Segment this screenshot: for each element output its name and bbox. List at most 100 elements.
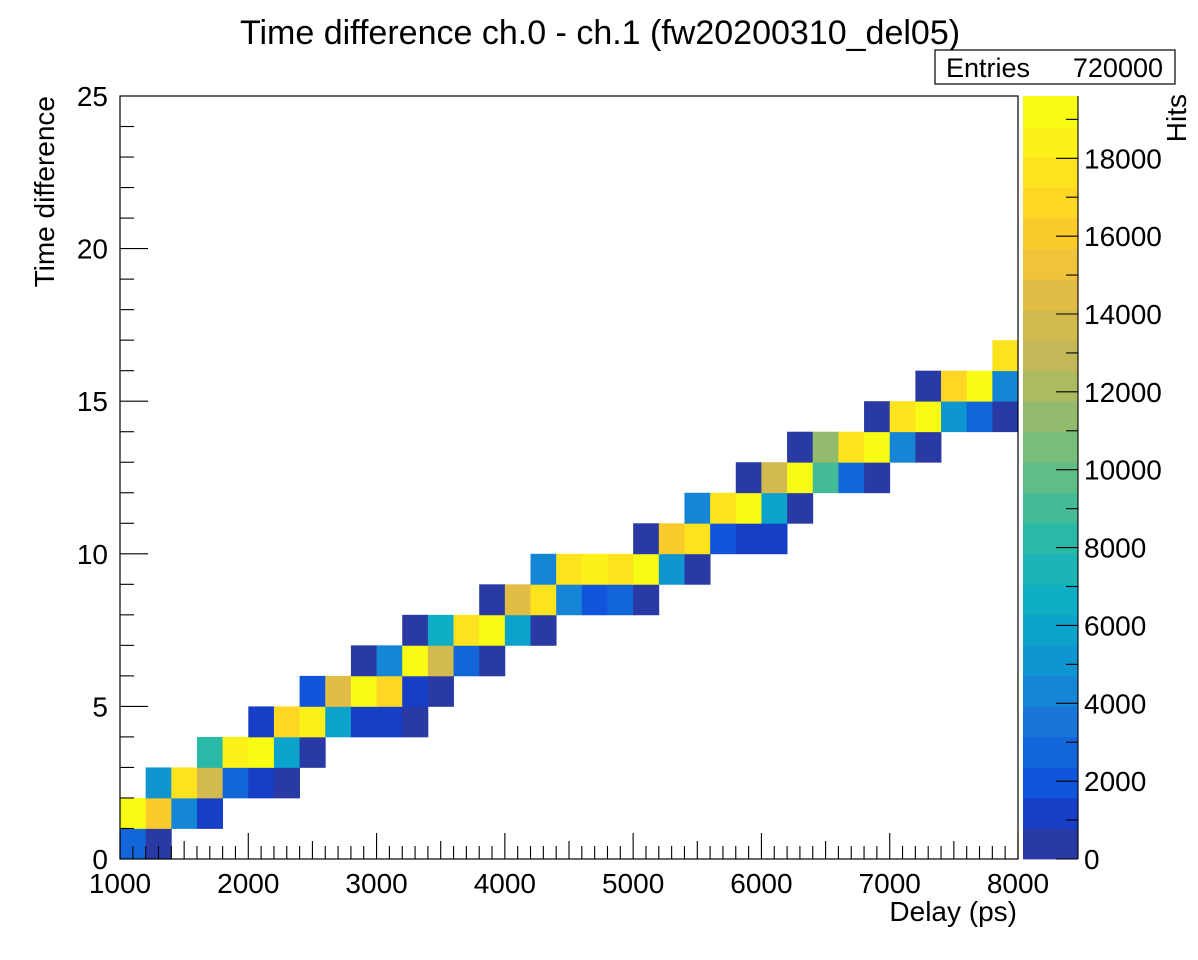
x-axis-label: Delay (ps)	[889, 896, 1017, 927]
y-tick-label: 25	[77, 81, 108, 112]
heatmap-cell	[684, 553, 711, 585]
color-scale-swatch	[1023, 523, 1078, 555]
stats-entries-value: 720000	[1073, 53, 1163, 83]
heatmap-cell	[992, 340, 1019, 372]
heatmap-cell	[787, 462, 814, 494]
color-scale-swatch	[1023, 96, 1078, 127]
heatmap-cell	[248, 767, 275, 799]
x-tick-label: 5000	[602, 868, 664, 899]
heatmap-cell	[402, 706, 429, 738]
heatmap-cell	[479, 584, 506, 616]
heatmap-cell	[761, 492, 788, 524]
heatmap-cell	[915, 370, 942, 402]
heatmap-cell	[864, 462, 891, 494]
heatmap-cell	[787, 492, 814, 524]
color-scale-swatch	[1023, 279, 1078, 311]
heatmap-cell	[479, 645, 506, 677]
color-scale-tick-label: 4000	[1084, 688, 1146, 719]
color-scale-swatch	[1023, 309, 1078, 341]
heatmap-cell	[633, 553, 660, 585]
heatmap-cell	[607, 553, 634, 585]
heatmap-cell	[299, 675, 326, 707]
stats-entries-label: Entries	[946, 53, 1030, 83]
heatmap-cells	[120, 340, 1019, 860]
heatmap-cell	[325, 675, 352, 707]
heatmap-cell	[761, 462, 788, 494]
heatmap-cell	[504, 584, 531, 616]
heatmap-cell	[376, 645, 403, 677]
color-scale-swatch	[1023, 187, 1078, 219]
heatmap-cell	[299, 706, 326, 738]
y-tick-label: 10	[77, 539, 108, 570]
stats-box: Entries 720000	[934, 49, 1176, 85]
heatmap-cell	[966, 370, 993, 402]
heatmap-cell	[864, 431, 891, 463]
y-axis: 0 5 10 15 20 25	[77, 81, 148, 875]
color-scale-tick-label: 14000	[1084, 299, 1162, 330]
heatmap-cell	[684, 492, 711, 524]
color-scale-swatch	[1023, 126, 1078, 158]
x-tick-label: 8000	[987, 868, 1049, 899]
color-scale-swatch	[1023, 675, 1078, 707]
color-scale-label: Hits	[1161, 94, 1192, 142]
heatmap-cell	[196, 736, 224, 768]
x-tick-label: 4000	[474, 868, 536, 899]
heatmap-cell	[248, 736, 275, 768]
heatmap-cell	[684, 523, 711, 555]
heatmap-cell	[658, 553, 685, 585]
heatmap-cell	[376, 675, 403, 707]
color-scale-swatch	[1023, 767, 1078, 799]
color-scale-tick-label: 18000	[1084, 143, 1162, 174]
color-scale-swatch	[1023, 614, 1078, 646]
heatmap-cell	[453, 614, 480, 646]
x-tick-label: 2000	[217, 868, 279, 899]
heatmap-cell	[966, 401, 993, 433]
heatmap-cell	[530, 584, 557, 616]
color-scale-bar: 0 2000 4000 6000 8000 10000 12000 14000 16000 180…	[1023, 96, 1162, 875]
color-scale-tick-label: 12000	[1084, 377, 1162, 408]
heatmap-cell	[915, 431, 942, 463]
heatmap-cell	[120, 797, 147, 829]
color-scale-swatch	[1023, 340, 1078, 372]
color-scale-tick-label: 0	[1084, 844, 1100, 875]
color-scale-swatch	[1023, 584, 1078, 616]
chart-title: Time difference ch.0 - ch.1 (fw20200310_…	[240, 14, 960, 52]
color-scale-swatch	[1023, 157, 1078, 188]
x-axis: 1000 2000 3000 4000 5000 6000 7000 8000	[89, 833, 1049, 899]
color-scale-swatch	[1023, 797, 1078, 829]
heatmap-cell	[787, 431, 814, 463]
y-tick-label: 15	[77, 386, 108, 417]
heatmap-cell	[735, 462, 762, 494]
y-tick-label: 0	[92, 844, 108, 875]
heatmap-cell	[992, 401, 1019, 433]
heatmap-cell	[402, 675, 429, 707]
heatmap-cell	[196, 797, 224, 829]
heatmap-cell	[710, 523, 737, 555]
heatmap-cell	[735, 523, 762, 555]
heatmap-cell	[479, 614, 506, 646]
heatmap-cell	[735, 492, 762, 524]
color-scale-swatch	[1023, 462, 1078, 494]
heatmap-cell	[504, 614, 531, 646]
color-scale-swatch	[1023, 553, 1078, 585]
x-tick-label: 3000	[345, 868, 407, 899]
heatmap-cell	[941, 370, 968, 402]
color-scale-tick-label: 10000	[1084, 455, 1162, 486]
color-scale-swatch	[1023, 248, 1078, 280]
heatmap-cell	[581, 553, 608, 585]
heatmap-cell	[889, 431, 916, 463]
heatmap-cell	[350, 706, 377, 738]
heatmap-cell	[402, 645, 429, 677]
heatmap-cell	[427, 675, 454, 707]
heatmap-cell	[864, 401, 891, 433]
heatmap-cell	[196, 767, 224, 799]
heatmap-cell	[530, 614, 557, 646]
heatmap-cell	[812, 462, 839, 494]
heatmap-cell	[273, 736, 300, 768]
color-scale-swatch	[1023, 645, 1078, 677]
heatmap-cell	[633, 523, 660, 555]
heatmap-cell	[607, 584, 634, 616]
y-tick-label: 5	[92, 691, 108, 722]
y-tick-label: 20	[77, 234, 108, 265]
